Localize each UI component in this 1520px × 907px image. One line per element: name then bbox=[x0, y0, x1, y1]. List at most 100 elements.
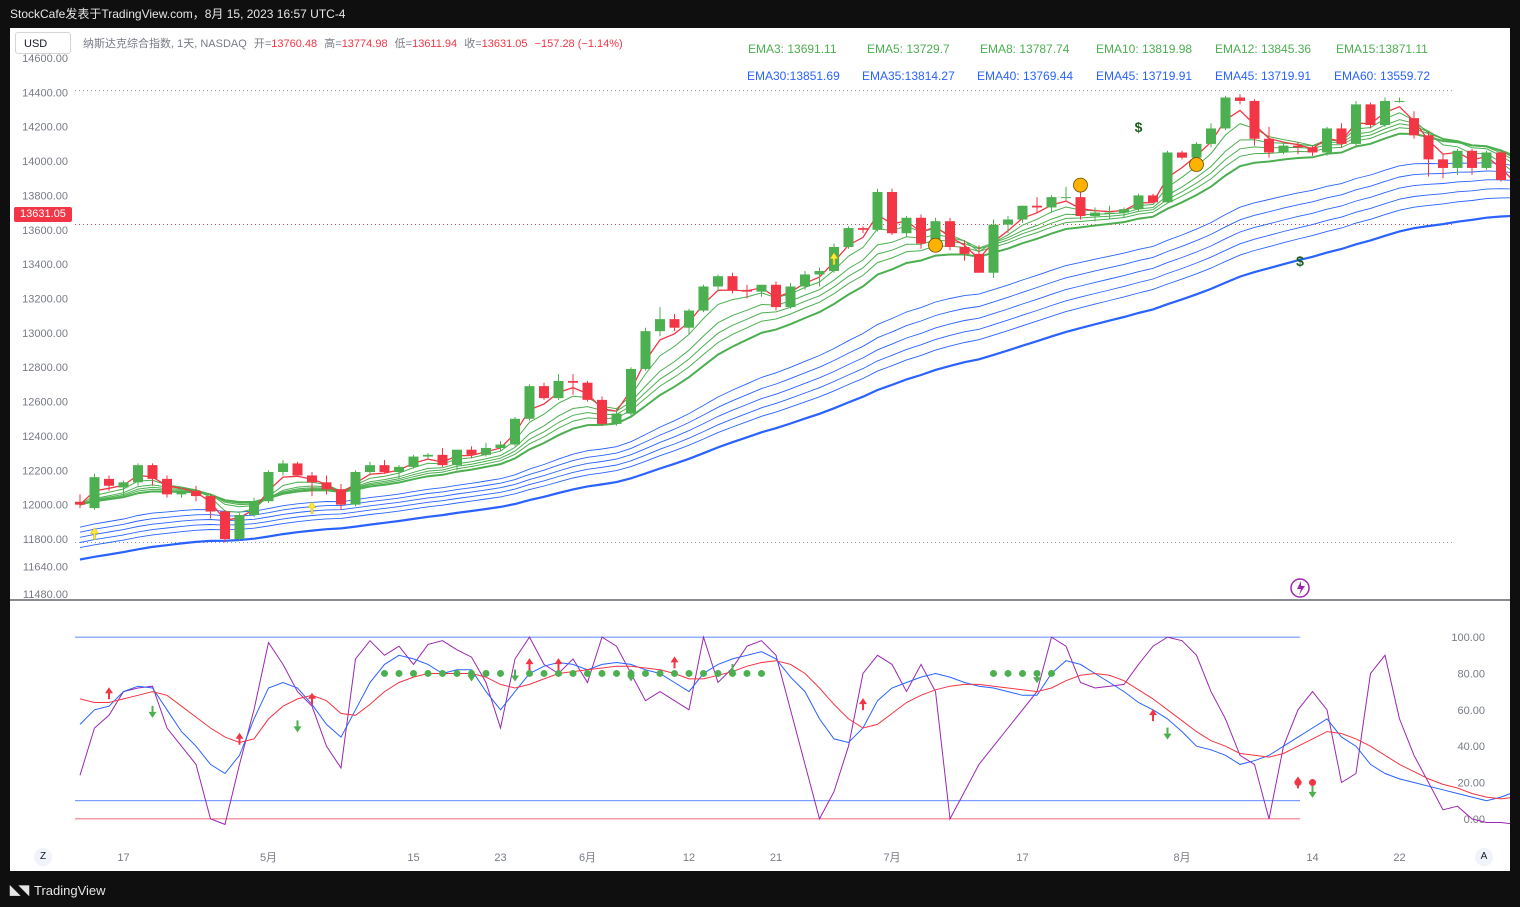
ema-legend-item: EMA8: 13787.74 bbox=[980, 42, 1070, 56]
candle-body bbox=[1452, 150, 1463, 168]
header-bar: StockCafe发表于TradingView.com，8月 15, 2023 … bbox=[0, 0, 1520, 28]
candle-body bbox=[1017, 205, 1028, 220]
candle-body bbox=[1235, 97, 1245, 101]
stoch-overbought-dot bbox=[569, 669, 577, 677]
candle-body bbox=[916, 217, 926, 244]
currency-button[interactable]: USD bbox=[15, 32, 71, 54]
x-tick-label: 23 bbox=[494, 852, 506, 864]
smiley-marker bbox=[1073, 177, 1088, 193]
lightning-icon bbox=[1290, 578, 1310, 598]
y-tick-label: 12200.00 bbox=[22, 465, 68, 477]
candle-body bbox=[1104, 212, 1115, 214]
candle-body bbox=[1119, 209, 1129, 213]
stoch-overbought-dot bbox=[642, 669, 649, 677]
stoch-overbought-dot bbox=[1004, 669, 1012, 677]
candle-body bbox=[974, 253, 984, 273]
candle-body bbox=[756, 284, 767, 292]
x-tick-label: 22 bbox=[1393, 852, 1405, 864]
stoch-up-arrow bbox=[1294, 776, 1302, 789]
zoom-z-button[interactable]: Z bbox=[34, 848, 52, 866]
candle-body bbox=[684, 310, 694, 328]
candle-body bbox=[568, 380, 578, 383]
candle-body bbox=[495, 444, 506, 448]
stoch-down-arrow bbox=[1163, 727, 1172, 740]
stoch-overbought-dot bbox=[598, 669, 606, 677]
candle-body bbox=[1220, 97, 1231, 129]
candle-body bbox=[336, 489, 346, 505]
candle-body bbox=[539, 386, 549, 399]
symbol-name: 纳斯达克综合指数, 1天, NASDAQ bbox=[83, 38, 247, 50]
ema-short-line bbox=[79, 127, 1510, 506]
x-tick-label: 8月 bbox=[1173, 852, 1190, 864]
ema-long-line bbox=[79, 188, 1510, 543]
stoch-oversold-dot bbox=[1309, 779, 1316, 787]
x-tick-label: 15 bbox=[407, 852, 419, 864]
candle-body bbox=[365, 465, 375, 473]
candle-body bbox=[437, 454, 448, 466]
candle-body bbox=[597, 399, 607, 424]
candle-body bbox=[104, 478, 114, 486]
candle-body bbox=[249, 501, 259, 515]
stoch-overbought-dot bbox=[439, 669, 446, 677]
candle-body bbox=[89, 477, 100, 509]
candle-body bbox=[771, 284, 781, 308]
y-tick-label: 13400.00 bbox=[22, 259, 68, 271]
open-value: 13760.48 bbox=[271, 38, 318, 50]
ema-long-line bbox=[79, 179, 1510, 538]
candle-body bbox=[234, 514, 245, 540]
stoch-y-tick-label: 80.00 bbox=[1457, 668, 1485, 680]
candle-body bbox=[1046, 197, 1057, 208]
stoch-overbought-dot bbox=[613, 669, 620, 677]
candle-body bbox=[872, 192, 883, 230]
chart-canvas[interactable]: $ $ 14600.00 14400.00 14200.00 14000.00 13800… bbox=[10, 28, 1510, 871]
stoch-overbought-dot bbox=[743, 669, 751, 677]
stoch-up-arrow bbox=[235, 732, 244, 745]
ema-legend-item: EMA35:13814.27 bbox=[862, 69, 955, 83]
stoch-overbought-dot bbox=[526, 669, 533, 677]
x-tick-label: 7月 bbox=[883, 852, 900, 864]
candle-body bbox=[626, 368, 636, 414]
candle-body bbox=[423, 454, 433, 457]
candle-body bbox=[1133, 195, 1144, 210]
candle-body bbox=[1090, 212, 1100, 217]
buy-arrow-marker bbox=[829, 252, 839, 265]
stoch-overbought-dot bbox=[685, 669, 693, 677]
candle-body bbox=[321, 482, 332, 490]
footer-bar: ◣◥ TradingView bbox=[0, 871, 1520, 907]
stoch-up-arrow bbox=[554, 658, 563, 671]
x-tick-label: 6月 bbox=[579, 852, 596, 864]
chart-panel: $ $ 14600.00 14400.00 14200.00 14000.00 13800… bbox=[10, 28, 1510, 871]
ema-short-line bbox=[79, 123, 1510, 506]
tradingview-logo[interactable]: ◣◥ TradingView bbox=[10, 882, 106, 898]
open-label: 开= bbox=[253, 38, 272, 50]
ema-long-line bbox=[79, 214, 1510, 561]
ema-legend-item: EMA60: 13559.72 bbox=[1334, 69, 1431, 83]
candle-body bbox=[1423, 135, 1434, 160]
lightning-bolt bbox=[1297, 581, 1305, 595]
stoch-overbought-dot bbox=[482, 669, 490, 677]
stoch-line-k bbox=[79, 651, 1510, 802]
y-tick-label: 11640.00 bbox=[23, 562, 68, 574]
stoch-y-tick-label: 60.00 bbox=[1457, 705, 1485, 717]
candle-body bbox=[394, 466, 404, 473]
candle-body bbox=[205, 496, 216, 512]
y-tick-label: 12400.00 bbox=[22, 431, 68, 443]
low-label: 低= bbox=[394, 38, 413, 50]
candle-body bbox=[452, 449, 462, 466]
candle-body bbox=[1206, 128, 1216, 144]
candle-body bbox=[1365, 104, 1376, 125]
auto-scale-button[interactable]: A bbox=[1475, 848, 1493, 866]
candle-body bbox=[1438, 159, 1448, 168]
candle-body bbox=[278, 463, 288, 473]
candle-body bbox=[75, 501, 85, 505]
ema-legend-item: EMA15:13871.11 bbox=[1336, 42, 1428, 56]
candle-body bbox=[1177, 152, 1187, 158]
buy-arrow-marker bbox=[307, 501, 317, 515]
candle-body bbox=[1162, 152, 1173, 203]
ema-legend-item: EMA12: 13845.36 bbox=[1215, 42, 1312, 56]
candle-body bbox=[582, 382, 593, 400]
candle-body bbox=[814, 271, 825, 275]
stoch-up-arrow bbox=[1149, 709, 1157, 722]
x-tick-label: 5月 bbox=[260, 852, 277, 864]
candle-body bbox=[191, 490, 201, 497]
